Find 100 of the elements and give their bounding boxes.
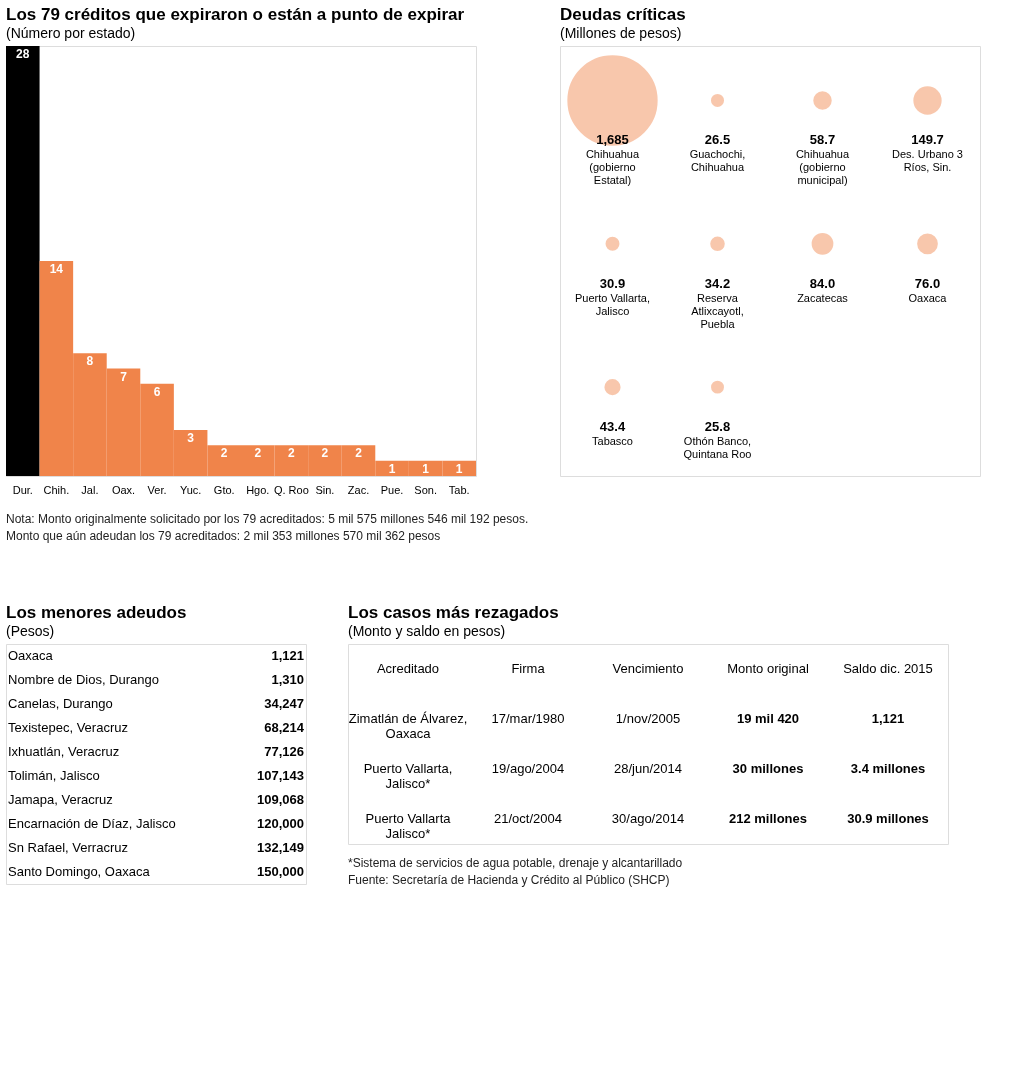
- text: (Pesos): [6, 623, 55, 639]
- x-tick-label: Jal.: [81, 483, 99, 496]
- category-label: Tolimán, Jalisco: [8, 768, 100, 783]
- chart-subtitle: (Número por estado): [6, 25, 136, 41]
- data-label: 2: [288, 446, 296, 461]
- data-label: 28: [16, 47, 30, 61]
- category-label: Guachochi, Chihuahua: [689, 148, 746, 174]
- x-tick-label: Gto.: [213, 483, 235, 496]
- x-tick-label: Chih.: [43, 483, 70, 496]
- data-label: 2: [220, 446, 228, 461]
- data-label: 25.8: [704, 418, 731, 434]
- category-label: Chihuahua (gobierno municipal): [795, 148, 850, 187]
- text: 212 millones: [728, 811, 808, 826]
- data-label: 77,126: [264, 744, 304, 759]
- category-label: Oaxaca: [908, 291, 948, 304]
- data-label: 1: [455, 461, 463, 476]
- data-label: 7: [120, 369, 128, 384]
- category-label: Chihuahua (gobierno Estatal): [585, 148, 640, 187]
- data-label: 1,121: [271, 648, 304, 663]
- data-label: 68,214: [264, 720, 305, 735]
- x-tick-label: Sin.: [315, 483, 335, 496]
- category-label: Jamapa, Veracruz: [8, 792, 113, 807]
- category-label: Nombre de Dios, Durango: [8, 672, 160, 687]
- x-tick-label: Son.: [414, 483, 437, 496]
- source-note: Fuente: Secretaría de Hacienda y Crédito al Público (SHCP): [348, 873, 670, 887]
- data-label: 30.9: [599, 275, 626, 291]
- x-tick-label: Dur.: [12, 483, 33, 496]
- data-label: 1: [422, 461, 430, 476]
- data-label: 150,000: [257, 864, 304, 879]
- category-label: Saldo dic. 2015: [843, 661, 933, 676]
- category-label: Tabasco: [592, 434, 633, 447]
- data-label: 26.5: [704, 132, 731, 148]
- category-label: Reserva Atlixcayotl, Puebla: [691, 291, 744, 330]
- data-label: 107,143: [257, 768, 304, 783]
- data-label: 2: [321, 446, 329, 461]
- data-label: 34,247: [264, 696, 304, 711]
- x-tick-label: Tab.: [448, 483, 470, 496]
- text: 1,121: [871, 711, 905, 726]
- category-label: Ixhuatlán, Veracruz: [8, 744, 120, 759]
- data-label: 84.0: [809, 275, 836, 291]
- category-label: Sn Rafael, Verracruz: [8, 840, 128, 855]
- x-tick-label: Yuc.: [179, 483, 202, 496]
- text: 28/jun/2014: [614, 761, 682, 776]
- data-label: 149.7: [911, 132, 944, 148]
- text: 1/nov/2005: [615, 711, 681, 726]
- text: 19 mil 420: [736, 711, 800, 726]
- data-label: 34.2: [704, 275, 731, 291]
- category-label: Des. Urbano 3 Ríos, Sin.: [892, 148, 963, 174]
- text: *Sistema de servicios de agua potable, drenaje y alcantarillado: [348, 856, 683, 870]
- data-label: 2: [254, 446, 262, 461]
- chart-title: Los 79 créditos que expiraron o están a punto de expirar: [6, 5, 465, 24]
- x-tick-label: Oax.: [111, 483, 136, 496]
- category-label: Puerto Vallarta, Jalisco: [574, 291, 651, 317]
- text: 30.9 millones: [847, 811, 929, 826]
- text: 19/ago/2004: [491, 761, 565, 776]
- text: Los menores adeudos: [6, 603, 187, 622]
- text: Puerto Vallarta, Jalisco*: [363, 761, 453, 791]
- category-label: Texistepec, Veracruz: [8, 720, 128, 735]
- data-label: 14: [49, 262, 64, 276]
- category-label: Santo Domingo, Oaxaca: [8, 864, 151, 879]
- text: Deudas críticas: [560, 5, 686, 24]
- text: 30 millones: [732, 761, 804, 776]
- text: Monto que aún adeudan los 79 acreditados: 2 mil 353 millones 570 mil 362 pesos: [6, 529, 441, 543]
- text: 3.4 millones: [850, 761, 926, 776]
- data-label: 109,068: [257, 792, 304, 807]
- x-tick-label: Hgo.: [246, 483, 270, 496]
- category-label: Zacatecas: [797, 291, 849, 304]
- category-label: Firma: [511, 661, 546, 676]
- data-label: 76.0: [914, 275, 941, 291]
- category-label: Othón Banco, Quintana Roo: [683, 434, 752, 460]
- data-label: 1,685: [596, 132, 629, 148]
- text: (Millones de pesos): [560, 25, 682, 41]
- text: 17/mar/1980: [491, 711, 565, 726]
- text: 21/oct/2004: [494, 811, 562, 826]
- category-label: Encarnación de Díaz, Jalisco: [8, 816, 176, 831]
- data-label: 1,310: [271, 672, 304, 687]
- data-label: 8: [86, 354, 94, 369]
- data-label: 120,000: [257, 816, 304, 831]
- data-label: 43.4: [599, 418, 626, 434]
- data-label: 58.7: [809, 132, 836, 148]
- category-label: Acreditado: [376, 661, 440, 676]
- text: Nota: Monto originalmente solicitado por los 79 acreditados: 5 mil 575 millones 546 mil 192 pesos.: [6, 512, 529, 526]
- x-tick-label: Ver.: [147, 483, 167, 496]
- text: Los casos más rezagados: [348, 603, 559, 622]
- data-label: 3: [187, 430, 195, 445]
- text: Puerto Vallarta Jalisco*: [365, 811, 451, 841]
- x-tick-label: Q. Roo: [273, 483, 309, 496]
- data-label: 2: [355, 446, 363, 461]
- category-label: Monto original: [727, 661, 809, 676]
- text: (Monto y saldo en pesos): [348, 623, 506, 639]
- text: 30/ago/2014: [611, 811, 685, 826]
- x-tick-label: Zac.: [347, 483, 370, 496]
- x-tick-label: Pue.: [380, 483, 404, 496]
- data-label: 132,149: [257, 840, 304, 855]
- category-label: Vencimiento: [612, 661, 684, 676]
- category-label: Oaxaca: [8, 648, 54, 663]
- data-label: 6: [153, 384, 161, 399]
- data-label: 1: [388, 461, 396, 476]
- text: Zimatlán de Álvarez, Oaxaca: [348, 711, 468, 741]
- category-label: Canelas, Durango: [8, 696, 113, 711]
